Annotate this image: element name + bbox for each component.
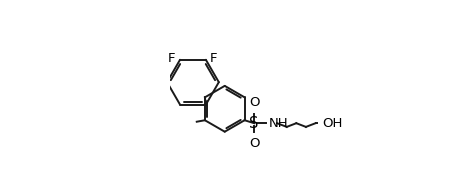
Text: O: O <box>249 137 259 150</box>
Text: OH: OH <box>322 117 343 130</box>
Text: S: S <box>249 116 259 131</box>
Text: F: F <box>168 52 176 65</box>
Text: O: O <box>249 96 259 109</box>
Text: F: F <box>209 52 217 65</box>
Text: NH: NH <box>269 117 288 130</box>
